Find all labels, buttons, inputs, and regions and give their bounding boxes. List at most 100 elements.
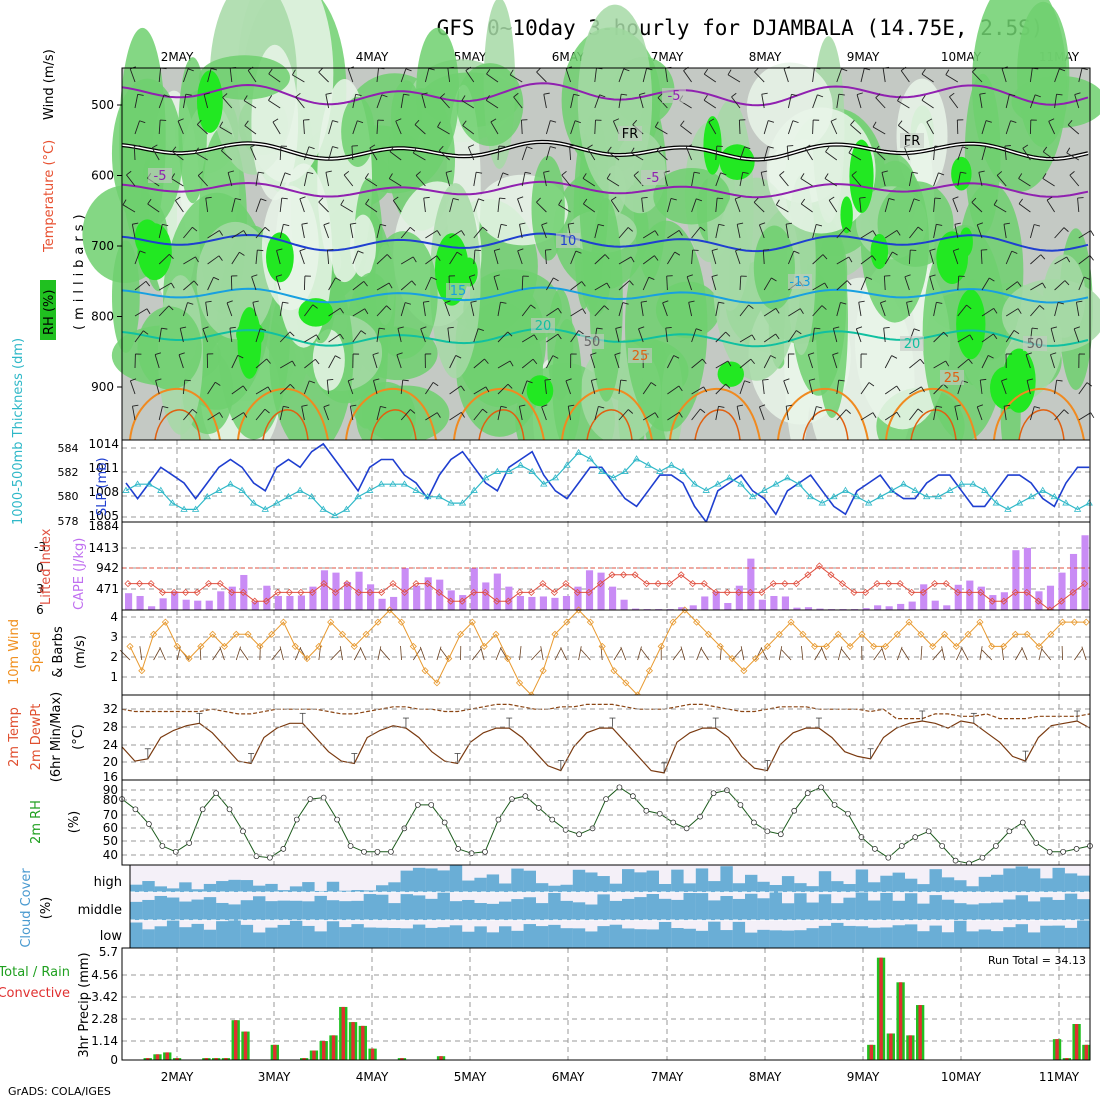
contour-label: 25 [944, 371, 961, 386]
wind-barb [444, 302, 451, 317]
cloud-bar [289, 900, 303, 920]
cloud-bar [240, 900, 254, 920]
wind-barb [1074, 94, 1080, 109]
wind-barb [708, 121, 717, 135]
wind-barb-flag [657, 93, 663, 98]
rh-point [334, 816, 340, 823]
thickness-point [400, 480, 409, 487]
cloud-bar [720, 896, 733, 920]
thickness-point [307, 492, 316, 500]
wind-barb [606, 178, 620, 187]
wind-barb [610, 200, 620, 213]
wind-barb-flag [396, 352, 403, 356]
wind-barb-flag [490, 118, 497, 123]
wind-barb [952, 198, 959, 213]
wind-barb-flag [227, 170, 235, 173]
wind-barb [231, 251, 240, 265]
cape-bar [378, 598, 386, 610]
lifted-index-point [1057, 597, 1065, 605]
cloud-bar [622, 869, 635, 892]
wind-barb-flag [139, 120, 146, 124]
dewpoint-line [121, 703, 1091, 720]
wind-barb-flag [146, 308, 151, 315]
cloud-bar [203, 929, 217, 948]
thickness-point [331, 511, 339, 519]
wind-barb [303, 120, 305, 135]
lifted-index-point [954, 588, 962, 596]
wind-barb [546, 307, 559, 317]
wind-barb-flag [717, 197, 724, 200]
wind-barb [1078, 276, 1085, 291]
thickness-point [470, 486, 478, 493]
cloud-bar [683, 928, 696, 948]
cloud-bar [634, 897, 647, 920]
wind-barb-flag [219, 412, 224, 418]
precip-convective-bar [234, 1020, 238, 1060]
wind-barb-flag [430, 276, 437, 281]
wind-barb [884, 229, 898, 239]
cloud-bar [1052, 899, 1065, 920]
cloud-bar [695, 893, 709, 920]
cape-bar [355, 571, 363, 610]
wind-barb-flag [260, 328, 267, 331]
wind-barb [856, 94, 862, 109]
cloud-bar [868, 882, 881, 892]
wind-barb [1030, 254, 1042, 265]
precip-convective-bar [351, 1022, 355, 1060]
wind-barb [715, 360, 729, 369]
cape-bar [678, 607, 686, 610]
wind-barb [449, 412, 462, 421]
wind-barb-flag [357, 120, 364, 124]
thickness-tick-label: 580 [58, 490, 79, 503]
cloud-bar [449, 901, 463, 920]
wind10-barb [696, 646, 703, 661]
wind-barb [618, 409, 629, 421]
wind10-ylabel-line: 10m Wind [7, 619, 22, 685]
wind-speed-point [1059, 618, 1067, 626]
wind-barb [957, 334, 971, 343]
cloud-bar [277, 890, 290, 892]
wind-barb [352, 330, 362, 343]
wind-barb-flag [921, 94, 926, 101]
wind-barb-flag [824, 282, 829, 289]
wind-barb-flag [1089, 255, 1094, 261]
wind10-barb [519, 646, 522, 661]
wind-barb-flag [526, 380, 533, 384]
cloud-bar [781, 930, 795, 948]
wind-barb-flag [1013, 330, 1020, 335]
wind-speed-point [811, 642, 819, 650]
wind-barb-flag [708, 118, 715, 123]
wind-barb [473, 328, 479, 343]
wind10-barb [159, 647, 166, 661]
wind-barb [521, 172, 526, 187]
pressure-tick-label: 900 [91, 380, 114, 394]
wind-barb [762, 249, 765, 265]
wind-barb-flag [373, 378, 380, 381]
wind-barb [1005, 330, 1015, 343]
wind-barb-flag [598, 406, 605, 409]
contour-label-bg [148, 168, 172, 183]
wind-barb-flag [1034, 94, 1041, 98]
chart-title: GFS 0~10day 3-hourly for DJAMBALA (14.75… [437, 16, 1044, 40]
isotherm-30 [802, 409, 849, 441]
wind-barb-flag [911, 171, 918, 174]
precip-convective-bar [322, 1041, 326, 1060]
wind-barb-flag [934, 197, 941, 200]
wind-speed-point [929, 642, 937, 650]
cape-tick-label: 471 [96, 582, 119, 596]
lifted-index-point [470, 588, 478, 596]
wind-barb [715, 331, 726, 343]
wind-barb-flag [906, 300, 913, 303]
cloud-bar [646, 929, 659, 948]
wind-barb-flag [461, 230, 466, 236]
wind-barb [715, 383, 727, 395]
wind-barb [929, 276, 935, 291]
wind-barb [304, 334, 317, 343]
contour-label-bg [1023, 336, 1047, 351]
wind-barb [147, 203, 160, 213]
wind-barb-flag [824, 173, 829, 179]
wind-speed-point [338, 630, 347, 638]
lifted-index-point [1080, 580, 1089, 588]
wind-barb [1042, 178, 1055, 187]
wind-barb-flag [1022, 144, 1029, 149]
